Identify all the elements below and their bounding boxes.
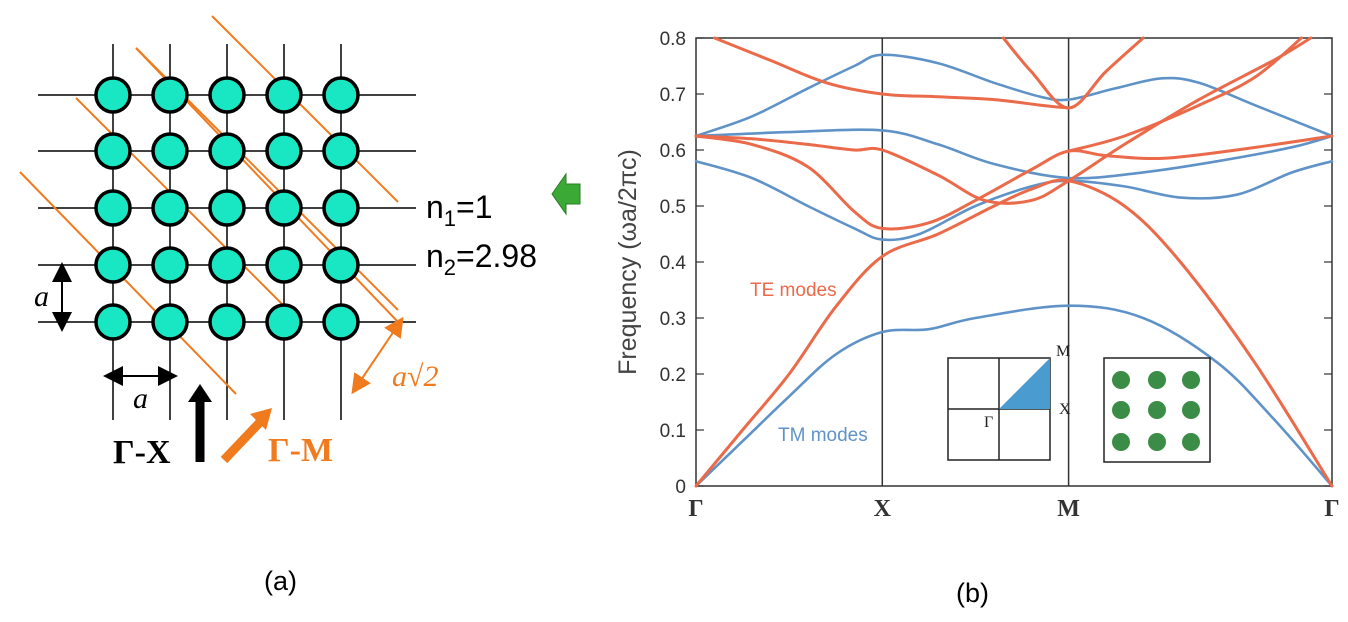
y-tick-label: 0.8 — [660, 29, 686, 50]
chart-axes: 0 0.1 0.2 0.3 0.4 0.5 0.6 0.7 0.8 Γ X M Γ — [660, 29, 1340, 522]
gamma-m-arrow-head — [250, 408, 272, 430]
gamma-x-label: Γ-X — [113, 434, 171, 471]
rod — [94, 246, 132, 284]
rod — [265, 189, 303, 227]
band-curves — [694, 36, 1334, 488]
n1-label: n1=1 — [426, 189, 493, 231]
te-band-line — [694, 134, 1334, 231]
inset-rod — [1148, 371, 1166, 389]
inset-rod — [1182, 401, 1200, 419]
x-tick-label: X — [874, 496, 892, 522]
x-tick-label: Γ — [688, 496, 703, 522]
y-tick-label: 0.2 — [660, 365, 686, 386]
y-tick-label: 0.1 — [660, 421, 686, 442]
green-left-arrow-icon — [551, 172, 581, 216]
y-axis-label: Frequency (ωa/2πc) — [614, 149, 642, 375]
diagonal-spacing-label: a√2 — [392, 360, 438, 393]
inset-rod — [1112, 371, 1130, 389]
lattice-constant-label-vertical: a — [34, 280, 49, 313]
te-band-line — [1067, 36, 1303, 153]
rod — [265, 76, 303, 114]
rod — [151, 132, 189, 170]
gamma-m-plane-line — [19, 171, 237, 395]
panel-b-band-structure: 0 0.1 0.2 0.3 0.4 0.5 0.6 0.7 0.8 Γ X M Γ Frequency … — [600, 0, 1348, 622]
rod — [322, 76, 360, 114]
panel-a-lattice: a a a√2 Γ-X Γ-M n1=1 n2=2.98 (a) — [0, 0, 600, 622]
band-diagram-chart: 0 0.1 0.2 0.3 0.4 0.5 0.6 0.7 0.8 Γ X M Γ Frequency … — [614, 29, 1340, 522]
bz-gamma-label: Γ — [984, 414, 993, 431]
tm-band-line — [694, 304, 1334, 488]
rod — [94, 189, 132, 227]
dielectric-rods — [94, 76, 360, 341]
rod — [208, 246, 246, 284]
inset-rod — [1182, 433, 1200, 451]
inset-rod — [1148, 401, 1166, 419]
gamma-m-plane-line — [211, 15, 399, 203]
gamma-m-arrow-shaft — [220, 416, 266, 464]
tm-band-line — [694, 53, 1334, 138]
te-band-line — [713, 36, 1071, 110]
rod — [208, 303, 246, 341]
tm-band-line — [694, 128, 1334, 180]
te-band-line — [694, 36, 1313, 205]
rod — [151, 189, 189, 227]
plot-frame — [695, 37, 1333, 487]
inset-rod — [1148, 433, 1166, 451]
n2-label: n2=2.98 — [426, 238, 537, 280]
bz-x-label: X — [1059, 401, 1071, 418]
rod — [322, 303, 360, 341]
y-tick-label: 0.7 — [660, 85, 686, 106]
panel-b-caption: (b) — [956, 578, 989, 608]
rod — [151, 76, 189, 114]
inset-rod — [1112, 401, 1130, 419]
rod — [322, 132, 360, 170]
tm-modes-label: TM modes — [778, 425, 868, 446]
y-tick-label: 0 — [675, 477, 686, 498]
rod — [94, 76, 132, 114]
gamma-x-arrow-head — [188, 384, 212, 402]
te-band-line — [1001, 36, 1145, 110]
rod — [208, 189, 246, 227]
rod — [94, 303, 132, 341]
inset-rod — [1182, 371, 1200, 389]
y-tick-label: 0.4 — [660, 253, 687, 274]
y-tick-label: 0.3 — [660, 309, 686, 330]
panel-a-caption: (a) — [264, 566, 297, 596]
y-tick-label: 0.6 — [660, 141, 686, 162]
rod — [322, 189, 360, 227]
rod — [265, 303, 303, 341]
rod — [151, 303, 189, 341]
rod-array-inset — [1103, 357, 1211, 463]
lattice-constant-label-horizontal: a — [133, 382, 148, 415]
rod — [208, 76, 246, 114]
diagonal-spacing-arrow — [351, 316, 404, 395]
tm-band-line — [694, 159, 1334, 242]
rod — [208, 132, 246, 170]
gamma-m-label: Γ-M — [268, 432, 333, 469]
x-tick-label: M — [1057, 496, 1080, 522]
y-tick-label: 0.5 — [660, 197, 686, 218]
brillouin-zone-inset: M X Γ — [947, 343, 1071, 461]
square-lattice-diagram: a a a√2 Γ-X Γ-M n1=1 n2=2.98 — [19, 15, 581, 471]
rod — [151, 246, 189, 284]
rod — [322, 246, 360, 284]
bz-m-label: M — [1056, 343, 1070, 360]
rod — [265, 132, 303, 170]
inset-rod — [1112, 433, 1130, 451]
x-tick-label: Γ — [1324, 496, 1339, 522]
te-modes-label: TE modes — [750, 280, 837, 301]
rod — [94, 132, 132, 170]
rod — [265, 246, 303, 284]
irreducible-zone — [999, 358, 1050, 409]
